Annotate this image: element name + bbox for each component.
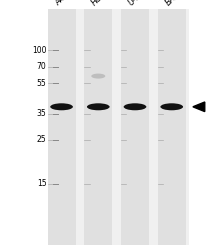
Text: U-937: U-937 <box>127 0 150 8</box>
Text: 70: 70 <box>37 62 46 71</box>
Ellipse shape <box>50 103 73 110</box>
Text: A431: A431 <box>53 0 74 8</box>
Text: BA/F3: BA/F3 <box>163 0 186 8</box>
Ellipse shape <box>87 103 110 110</box>
Ellipse shape <box>160 103 183 110</box>
Bar <box>84 9 112 245</box>
Ellipse shape <box>124 103 146 110</box>
Ellipse shape <box>91 74 105 78</box>
Bar <box>158 9 186 245</box>
Text: Hela: Hela <box>90 0 109 8</box>
Bar <box>53 9 189 245</box>
Bar <box>48 9 76 245</box>
Bar <box>121 9 149 245</box>
Text: 15: 15 <box>37 179 46 188</box>
Text: 35: 35 <box>37 110 46 118</box>
Text: 100: 100 <box>32 46 46 54</box>
Text: 25: 25 <box>37 135 46 144</box>
Polygon shape <box>193 102 205 112</box>
Text: 55: 55 <box>37 79 46 88</box>
